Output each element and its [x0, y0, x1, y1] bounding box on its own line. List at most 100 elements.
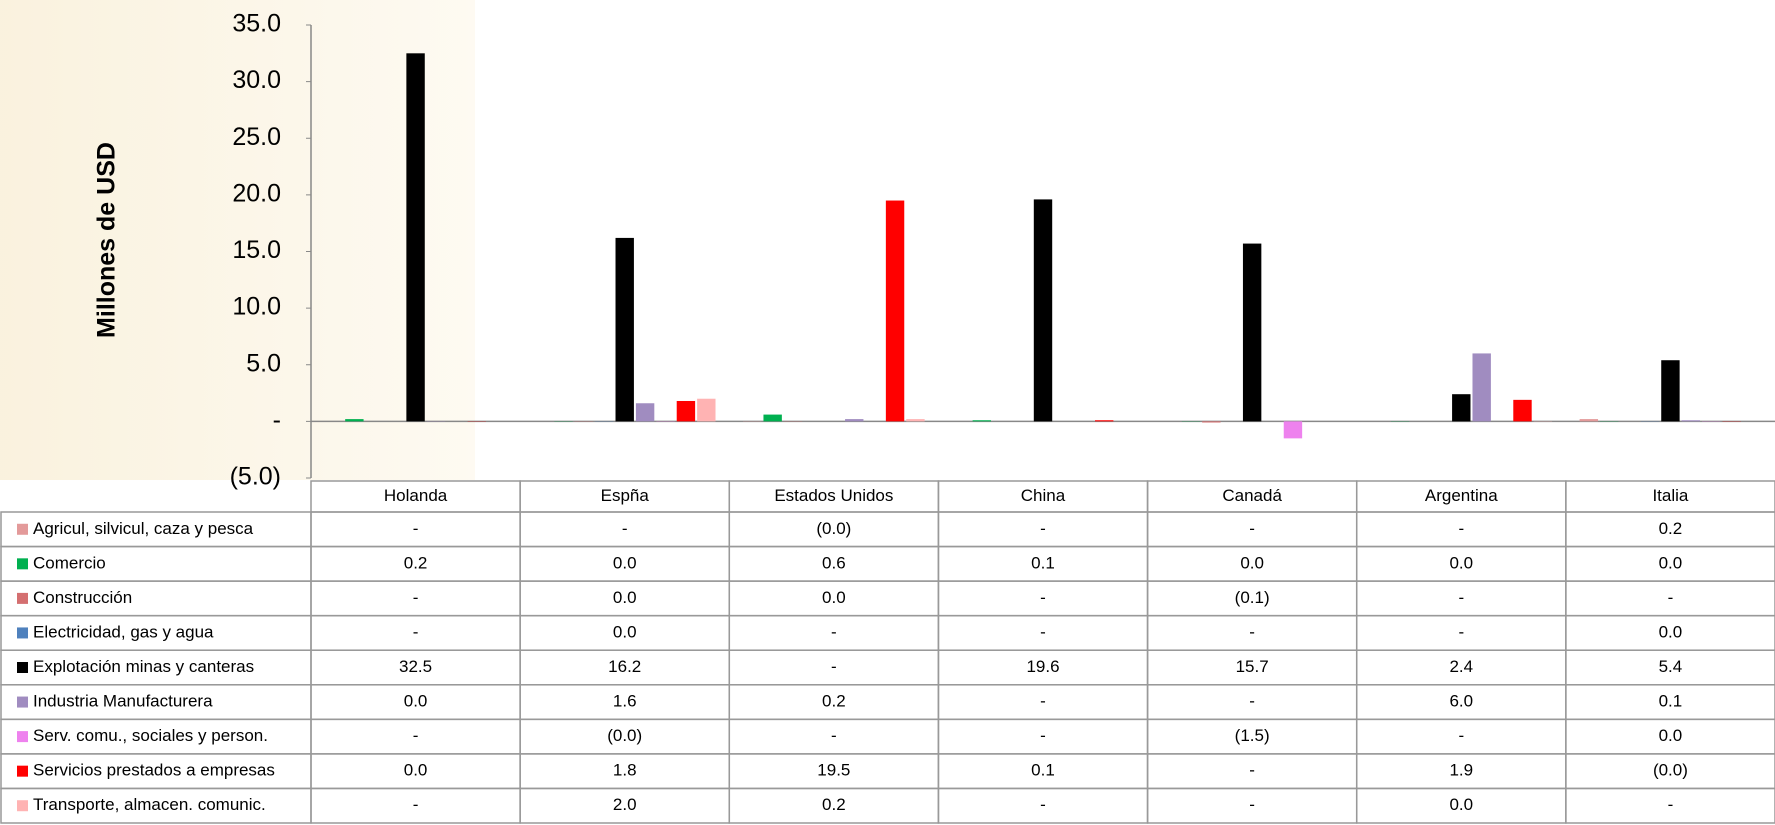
legend-label: Serv. comu., sociales y person. — [33, 726, 268, 745]
table-value: - — [413, 726, 419, 745]
bar — [1242, 243, 1262, 422]
bar — [1661, 360, 1680, 422]
bar — [1202, 421, 1221, 423]
y-tick-label: 25.0 — [232, 123, 281, 151]
table-value: - — [1458, 622, 1464, 641]
bar — [697, 398, 716, 422]
legend-swatch — [17, 627, 28, 639]
table-value: 0.0 — [613, 622, 637, 641]
x-tick-label: Estados Unidos — [774, 486, 893, 505]
y-tick-label: 20.0 — [232, 179, 281, 207]
bar — [845, 419, 864, 422]
table-value: 16.2 — [608, 657, 641, 676]
table-cell — [1565, 787, 1775, 824]
table-value: - — [413, 519, 419, 538]
y-axis-label: Millones de USD — [93, 142, 121, 338]
table-value: 0.0 — [613, 588, 637, 607]
table-value: (0.0) — [1653, 761, 1688, 780]
bar — [1513, 399, 1532, 422]
legend-label: Servicios prestados a empresas — [33, 761, 275, 780]
legend-label: Comercio — [33, 553, 106, 572]
table-value: (1.5) — [1235, 726, 1270, 745]
legend-swatch — [17, 696, 28, 708]
y-tick-label: 15.0 — [232, 236, 281, 264]
bar — [615, 237, 634, 422]
table-value: - — [413, 588, 419, 607]
table-value: 0.0 — [1659, 622, 1683, 641]
bar — [1095, 420, 1114, 422]
x-tick-label: Holanda — [384, 486, 448, 505]
table-value: 0.0 — [1240, 553, 1264, 572]
table-value: 2.0 — [613, 795, 637, 814]
table-value: 0.0 — [1659, 553, 1683, 572]
table-value: 19.6 — [1026, 657, 1059, 676]
table-value: 15.7 — [1236, 657, 1269, 676]
table-value: 0.0 — [1449, 795, 1473, 814]
table-value: 19.5 — [817, 761, 850, 780]
bar — [1033, 199, 1053, 422]
bar — [1681, 420, 1701, 422]
table-value: - — [1040, 622, 1046, 641]
table-value: - — [1040, 519, 1046, 538]
legend-swatch — [17, 800, 28, 812]
table-value: 0.1 — [1031, 553, 1055, 572]
table-value: 0.0 — [822, 588, 846, 607]
table-value: - — [413, 622, 419, 641]
table-value: 1.9 — [1449, 761, 1473, 780]
x-tick-label: Espña — [601, 486, 650, 505]
legend-label: Explotación minas y canteras — [33, 657, 254, 676]
legend-swatch — [17, 765, 28, 777]
legend-label: Industria Manufacturera — [33, 692, 213, 711]
x-tick-label: Argentina — [1425, 486, 1498, 505]
table-value: - — [413, 795, 419, 814]
bar — [676, 400, 696, 422]
table-value: - — [1040, 588, 1046, 607]
table-value: - — [1458, 588, 1464, 607]
table-value: - — [1668, 588, 1674, 607]
table-value: 5.4 — [1659, 657, 1683, 676]
table-value: - — [831, 726, 837, 745]
y-tick-label: 35.0 — [232, 10, 281, 38]
background-decoration — [0, 0, 475, 480]
legend-swatch — [17, 558, 28, 570]
table-value: - — [1458, 519, 1464, 538]
legend-label: Transporte, almacen. comunic. — [33, 795, 266, 814]
table-value: - — [1040, 795, 1046, 814]
table-value: 6.0 — [1449, 692, 1473, 711]
bar — [972, 420, 991, 422]
table-value: 0.1 — [1031, 761, 1055, 780]
x-tick-label: Canadá — [1222, 486, 1282, 505]
bar — [906, 419, 925, 422]
table-value: 0.1 — [1659, 692, 1683, 711]
bar — [406, 53, 425, 422]
table-value: - — [1668, 795, 1674, 814]
table-value: 1.6 — [613, 692, 637, 711]
legend-swatch — [17, 592, 28, 604]
legend-swatch — [17, 662, 28, 673]
table-value: (0.0) — [816, 519, 851, 538]
y-tick-label: (5.0) — [230, 463, 281, 491]
table-value: - — [1249, 692, 1255, 711]
x-tick-label: China — [1021, 486, 1066, 505]
table-value: 0.0 — [1659, 726, 1683, 745]
table-value: - — [1249, 761, 1255, 780]
bar — [345, 419, 364, 422]
table-value: - — [1249, 795, 1255, 814]
table-value: (0.0) — [607, 726, 642, 745]
table-value: 0.2 — [404, 553, 428, 572]
bar — [1452, 394, 1471, 422]
table-value: - — [831, 657, 837, 676]
legend-label: Construcción — [33, 588, 132, 607]
table-value: - — [1040, 692, 1046, 711]
y-tick-label: 10.0 — [232, 293, 281, 321]
bar — [885, 200, 905, 422]
table-value: 0.0 — [1449, 553, 1473, 572]
table-value: - — [1249, 622, 1255, 641]
table-value: - — [1249, 519, 1255, 538]
y-tick-label: 30.0 — [232, 66, 281, 94]
bar — [1283, 421, 1303, 439]
legend-label: Electricidad, gas y agua — [33, 622, 214, 641]
table-value: - — [1040, 726, 1046, 745]
table-value: 0.0 — [404, 761, 428, 780]
